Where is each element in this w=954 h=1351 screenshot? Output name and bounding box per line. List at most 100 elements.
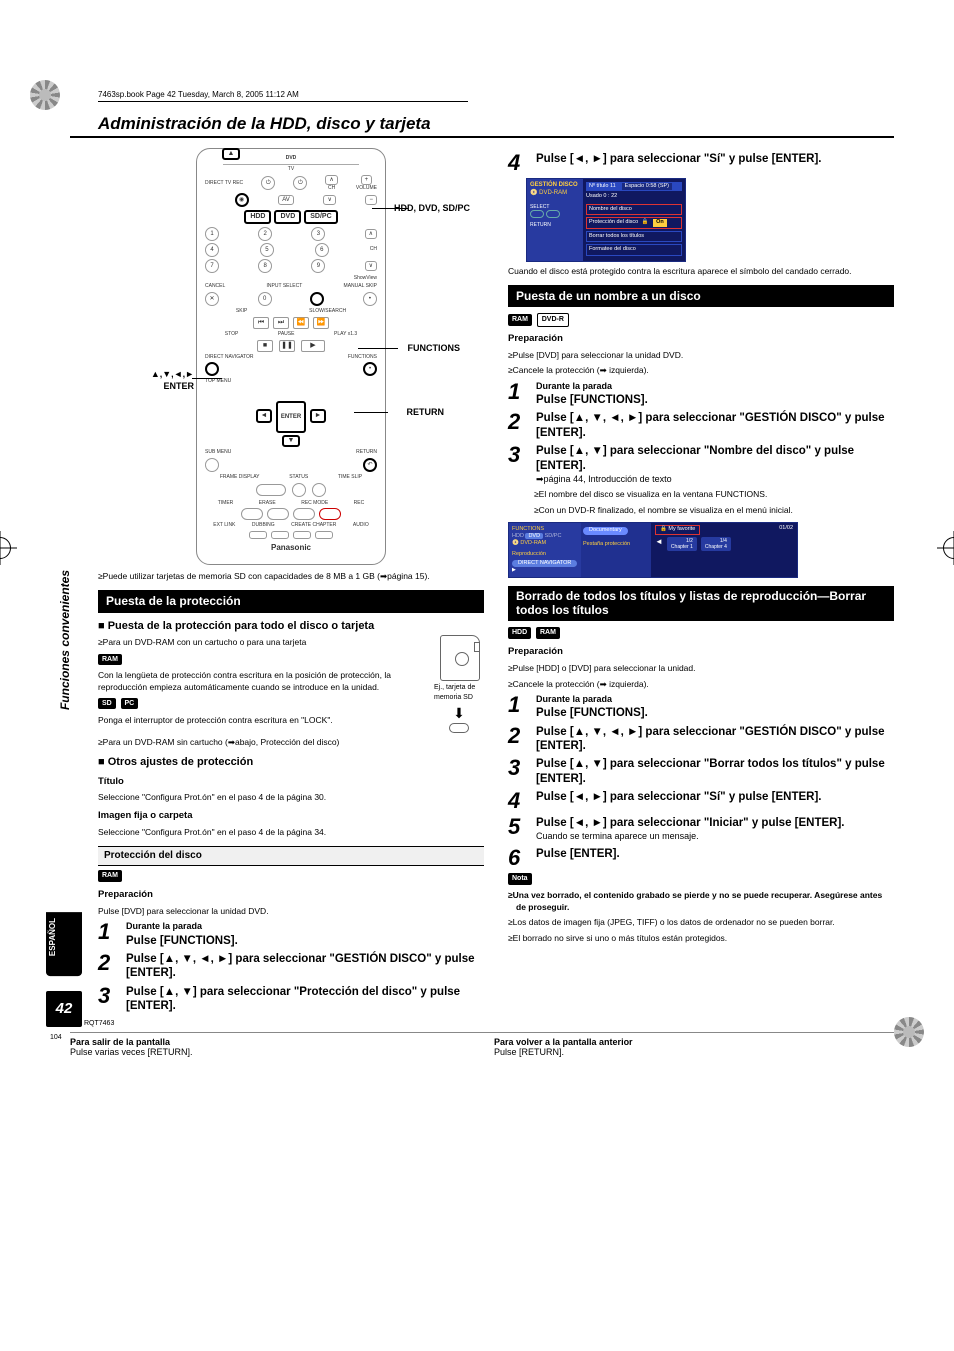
footer-left-h: Para salir de la pantalla [70,1037,470,1047]
nav-dvd: DVD [525,533,543,539]
skip-fwd-icon: ⏭ [273,317,289,329]
nav-page: 01/02 [779,525,793,534]
footer-left-p: Pulse varias veces [RETURN]. [70,1047,193,1057]
step-body: Durante la parada Pulse [FUNCTIONS]. [536,694,894,721]
pause-icon: ❚❚ [279,340,295,352]
tv-power-icon: ⏻ [293,176,307,190]
power-button-icon: ⏻ [261,176,275,190]
ram-tag-3: RAM [508,314,532,325]
num-5-icon: 5 [260,243,274,257]
nav-right-pane: 🔒 My favorite 01/02 ◄ 1/2 Chapter 1 1/4 … [651,523,797,577]
leader-line [372,208,408,209]
osd-media: 📀 DVD-RAM [530,190,580,198]
submenu-label: SUB MENU [205,449,231,456]
leader-line [358,348,398,349]
dnav-label: DIRECT NAVIGATOR [205,354,254,361]
direct-navigator-strip: FUNCTIONS HDD DVD SD/PC 📀 DVD-RAM Reprod… [508,522,798,578]
nota-2: ≥Los datos de imagen fija (JPEG, TIFF) o… [508,917,894,928]
remote-body: DVD TV DIRECT TV REC ⏻ ⏻ ∧ CH + VOLUME [196,148,386,565]
erase-step-3: 3 Pulse [▲, ▼] para seleccionar "Borrar … [508,757,894,786]
status-label: STATUS [289,474,308,481]
osd-used: Usado 0 : 22 [586,193,682,200]
ch-label: CH [328,185,335,192]
title-rule [70,136,894,138]
step-number: 1 [508,694,528,716]
step-3: 3 Pulse [▲, ▼] para seleccionar "Protecc… [98,985,484,1014]
direct-tv-rec-label: DIRECT TV REC [205,180,243,187]
nav-fav: 🔒 My favorite [655,525,700,534]
titulo-text: Seleccione "Configura Prot.ón" en el pas… [98,792,484,803]
step-text: Pulse [▲, ▼, ◄, ►] para seleccionar "GES… [536,411,894,440]
name-step-2: 2 Pulse [▲, ▼, ◄, ►] para seleccionar "G… [508,411,894,440]
osd-sub: DVD-RAM [539,190,567,196]
leader-line [192,378,222,379]
registration-mark-icon [0,531,17,565]
step-body: Pulse [▲, ▼] para seleccionar "Nombre de… [536,444,894,485]
manual-skip-btn-icon: • [363,292,377,306]
step-text: Pulse [▲, ▼] para seleccionar "Borrar to… [536,757,894,786]
section-erase-all: Borrado de todos los títulos y listas de… [508,586,894,621]
imagen-text: Seleccione "Configura Prot.ón" en el pas… [98,827,484,838]
p-ram-cart: ≥Para un DVD-RAM con un cartucho o para … [98,637,484,648]
recmode-label: REC MODE [301,500,328,507]
p-lock-switch: Ponga el interruptor de protección contr… [98,715,484,726]
down-arrow-icon: ⬇ [434,704,484,723]
step-text: Pulse [▲, ▼] para seleccionar "Protecció… [126,985,484,1014]
step-body: Durante la parada Pulse [FUNCTIONS]. [126,921,484,948]
step-text: Pulse [▲, ▼, ◄, ►] para seleccionar "GES… [536,725,894,754]
step-4: 4 Pulse [◄, ►] para seleccionar "Sí" y p… [508,152,894,174]
osd-select-icon [530,210,544,218]
frame-btn-icon [256,484,286,496]
footer-right-h: Para volver a la pantalla anterior [494,1037,894,1047]
lock-icon: 🔒 [642,219,649,225]
remote-tv-label: TV [223,164,359,173]
prep-heading-3: Preparación [508,646,894,659]
bprep-1: ≥Pulse [HDD] o [DVD] para seleccionar la… [508,663,894,674]
play-label: PLAY x1.3 [334,331,357,338]
step-text: Pulse [◄, ►] para seleccionar "Sí" y pul… [536,790,894,804]
disc-protection-box: Protección del disco [98,846,484,866]
erase-step-5: 5 Pulse [◄, ►] para seleccionar "Iniciar… [508,816,894,843]
ram-tag-4: RAM [536,627,560,638]
page-title: Administración de la HDD, disco y tarjet… [98,114,894,134]
drive-select-icon: ◉ [235,193,249,207]
osd-right-pane: Nº título 11 Espacio 0:58 (SP) Usado 0 :… [583,179,685,261]
rew-icon: ⏪ [293,317,309,329]
step-number: 3 [98,985,118,1007]
footer-right: Para volver a la pantalla anterior Pulse… [494,1037,894,1057]
dnav-btn-icon [205,362,219,376]
nav-thumb-scroll-icon: ◄ [655,537,663,551]
rec-label: REC [354,500,365,507]
step-number: 5 [508,816,528,838]
osd-item-name: Nombre del disco [586,204,682,215]
left-column: HDD, DVD, SD/PC FUNCTIONS RETURN ▲,▼,◄,►… [70,148,484,1018]
erase-btn-icon [267,508,289,520]
prep-heading-1: Preparación [98,889,484,902]
remote-diagram: HDD, DVD, SD/PC FUNCTIONS RETURN ▲,▼,◄,►… [196,148,386,565]
step-post: ➡página 44, Introducción de texto [536,474,894,485]
step-2: 2 Pulse [▲, ▼, ◄, ►] para seleccionar "G… [98,952,484,981]
step-number: 2 [508,411,528,433]
osd-titles: Nº título 11 [589,183,616,190]
cancel-btn-icon: ✕ [205,292,219,306]
step-number: 3 [508,444,528,466]
nav-dn-pill: DIRECT NAVIGATOR [512,560,577,567]
step-number: 3 [508,757,528,779]
page-number-badge: 42 [46,991,82,1027]
osd-item-erase: Borrar todos los títulos [586,231,682,242]
topmenu-label: TOP MENU [205,378,377,385]
nav-thumbs: ◄ 1/2 Chapter 1 1/4 Chapter 4 [655,537,793,551]
dpad-down-icon: ▼ [282,435,300,447]
titulo-heading: Título [98,776,484,789]
protection-whole-heading: ■ Puesta de la protección para todo el d… [98,619,484,634]
audio-btn-icon [315,531,333,539]
step-number: 4 [508,790,528,812]
num-4-icon: 4 [205,243,219,257]
dpad-left-icon: ◄ [256,409,272,423]
step-number: 1 [508,381,528,403]
recmode-btn-icon [293,508,315,520]
num-9-icon: 9 [311,259,325,273]
status-btn-icon [292,483,306,497]
sdpc-pill: SD/PC [304,210,337,223]
registration-mark-icon [937,531,954,565]
